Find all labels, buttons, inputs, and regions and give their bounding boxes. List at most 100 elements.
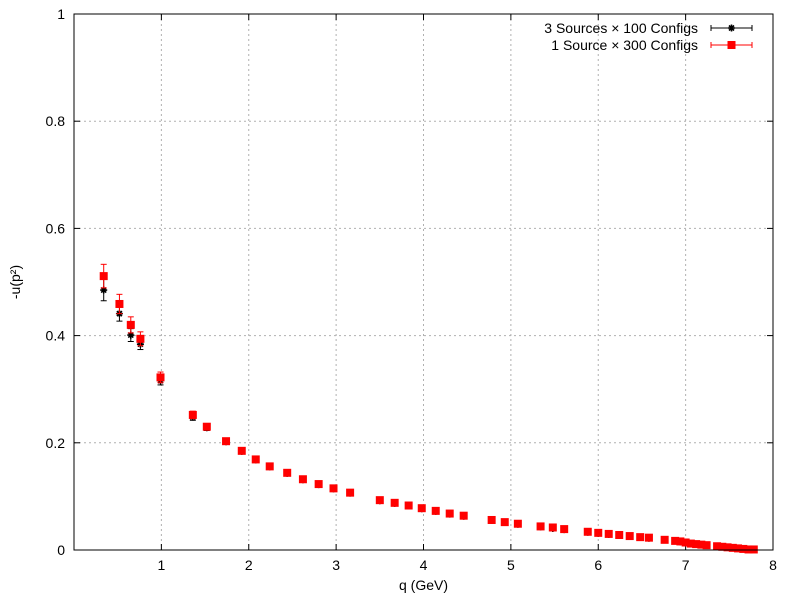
point-marker xyxy=(728,543,737,552)
y-tick-label: 0.4 xyxy=(46,328,66,344)
data-point xyxy=(702,541,711,550)
point-marker xyxy=(676,537,685,546)
data-point xyxy=(560,525,569,534)
axis-ticks: 1 2 3 4 5 6 7 8 0 0.2 0.4 0.6 0.8 1 xyxy=(46,6,778,573)
series-0 xyxy=(100,278,758,553)
x-tick-label: 8 xyxy=(769,557,777,573)
point-marker xyxy=(536,522,545,531)
y-tick-label: 1 xyxy=(57,6,65,22)
data-point xyxy=(604,529,613,538)
data-point xyxy=(390,498,399,507)
point-marker xyxy=(739,544,748,553)
point-marker xyxy=(283,468,292,477)
data-point xyxy=(265,462,274,471)
point-marker xyxy=(702,541,711,550)
data-point xyxy=(636,533,645,542)
point-marker xyxy=(513,519,522,528)
grid-lines xyxy=(74,14,773,550)
point-marker xyxy=(404,501,413,510)
data-point xyxy=(431,506,440,515)
point-marker xyxy=(636,533,645,542)
point-marker xyxy=(583,527,592,536)
point-marker xyxy=(459,511,468,520)
data-point xyxy=(445,509,454,518)
data-point xyxy=(329,484,338,493)
point-marker xyxy=(723,543,732,552)
point-marker xyxy=(681,538,690,547)
x-tick-label: 4 xyxy=(420,557,428,573)
data-point xyxy=(202,422,211,431)
data-point xyxy=(749,545,758,554)
legend-label: 1 Source × 300 Configs xyxy=(551,37,698,53)
data-point xyxy=(594,528,603,537)
point-marker xyxy=(625,532,634,541)
point-marker xyxy=(126,320,135,329)
y-tick-label: 0 xyxy=(57,542,65,558)
point-marker xyxy=(329,484,338,493)
data-point xyxy=(251,455,260,464)
series-1 xyxy=(99,263,758,554)
data-point xyxy=(99,263,108,289)
point-marker xyxy=(604,529,613,538)
point-marker xyxy=(222,437,231,446)
data-point xyxy=(536,522,545,531)
point-marker xyxy=(115,299,124,308)
point-marker xyxy=(560,525,569,534)
data-point xyxy=(404,501,413,510)
data-point xyxy=(283,468,292,477)
x-tick-label: 1 xyxy=(157,557,165,573)
data-point xyxy=(346,488,355,497)
point-marker xyxy=(594,528,603,537)
point-marker xyxy=(375,496,384,505)
point-marker xyxy=(314,480,323,489)
y-tick-label: 0.8 xyxy=(46,113,66,129)
data-point xyxy=(548,523,557,532)
point-marker xyxy=(500,518,509,527)
data-point xyxy=(375,496,384,505)
point-marker xyxy=(417,504,426,513)
data-point xyxy=(644,533,653,542)
point-marker xyxy=(346,488,355,497)
data-point xyxy=(615,530,624,539)
data-point xyxy=(314,480,323,489)
data-point xyxy=(188,410,197,420)
legend-item-1: 1 Source × 300 Configs xyxy=(551,37,753,53)
plot-frame xyxy=(73,13,774,551)
y-axis-title: -u(p²) xyxy=(7,265,23,299)
point-marker xyxy=(644,533,653,542)
point-marker xyxy=(671,536,680,545)
point-marker xyxy=(99,272,108,281)
point-marker xyxy=(744,545,753,554)
point-marker xyxy=(660,535,669,544)
point-marker xyxy=(202,422,211,431)
data-point xyxy=(126,316,135,334)
y-tick-label: 0.2 xyxy=(46,435,66,451)
point-marker xyxy=(265,462,274,471)
data-point xyxy=(583,527,592,536)
point-marker xyxy=(431,506,440,515)
data-point xyxy=(513,519,522,528)
point-marker xyxy=(188,410,197,419)
point-marker xyxy=(718,542,727,551)
point-marker xyxy=(692,540,701,549)
point-marker xyxy=(298,475,307,484)
data-point xyxy=(237,446,246,455)
data-point xyxy=(487,515,496,524)
point-marker xyxy=(251,455,260,464)
data-point xyxy=(625,532,634,541)
x-tick-label: 3 xyxy=(332,557,340,573)
x-tick-label: 2 xyxy=(245,557,253,573)
point-marker xyxy=(697,540,706,549)
point-marker xyxy=(734,544,743,553)
data-point xyxy=(417,504,426,513)
x-tick-label: 6 xyxy=(594,557,602,573)
point-marker xyxy=(445,509,454,518)
point-marker xyxy=(487,515,496,524)
legend-item-0: 3 Sources × 100 Configs xyxy=(544,20,753,36)
data-point xyxy=(156,371,165,384)
point-marker xyxy=(136,334,145,343)
point-marker xyxy=(100,286,108,294)
x-axis-title: q (GeV) xyxy=(399,577,448,593)
